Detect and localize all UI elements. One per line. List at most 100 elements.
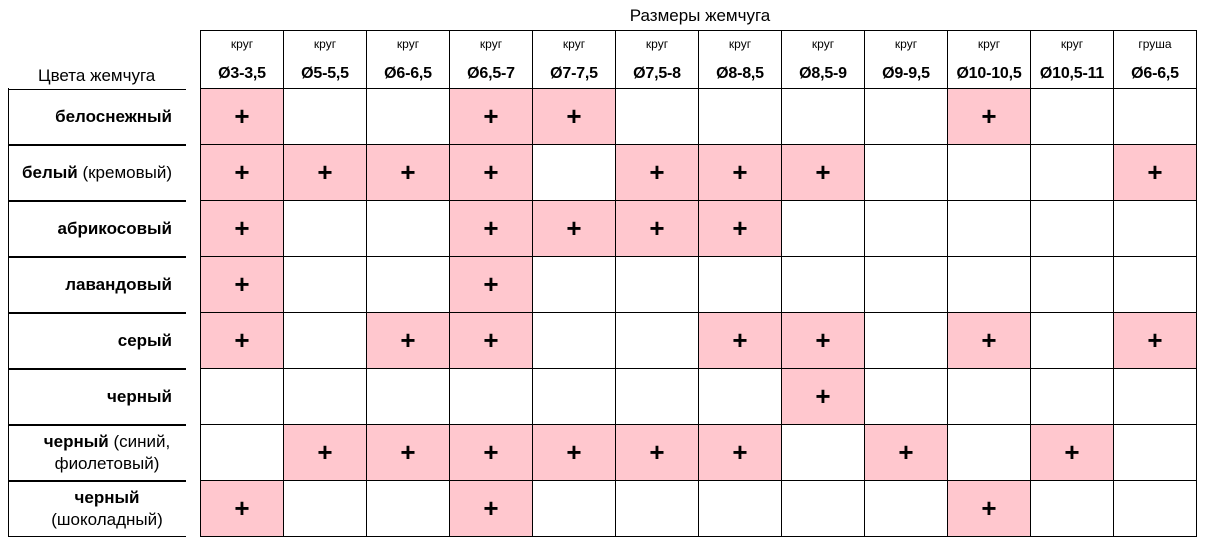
table-cell bbox=[947, 144, 1031, 201]
table-cell: + bbox=[449, 88, 533, 145]
size-column-header: круг Ø7,5-8 bbox=[615, 30, 699, 89]
row-color-note: (кремовый) bbox=[77, 162, 172, 182]
plus-mark: + bbox=[566, 213, 582, 243]
table-cell bbox=[864, 256, 948, 313]
table-cell bbox=[1113, 200, 1197, 257]
table-cell bbox=[1030, 256, 1114, 313]
column-shape: круг bbox=[894, 37, 918, 51]
table-cell bbox=[1113, 480, 1197, 537]
plus-mark: + bbox=[649, 157, 665, 187]
table-cell: + bbox=[781, 368, 865, 425]
table-cell bbox=[1030, 88, 1114, 145]
table-cell bbox=[781, 88, 865, 145]
size-column-header: круг Ø7-7,5 bbox=[532, 30, 616, 89]
row-color-name: черный bbox=[43, 431, 109, 451]
table-cell: + bbox=[698, 144, 782, 201]
row-color-note: (шоколадный) bbox=[51, 509, 163, 529]
column-size: Ø6-6,5 bbox=[1131, 65, 1179, 82]
plus-mark: + bbox=[400, 325, 416, 355]
column-shape: круг bbox=[811, 37, 835, 51]
row-color-label: черный (шоколадный) bbox=[8, 480, 186, 537]
plus-mark: + bbox=[898, 437, 914, 467]
table-cell bbox=[532, 480, 616, 537]
size-column-header: круг Ø10-10,5 bbox=[947, 30, 1031, 89]
table-cell bbox=[947, 424, 1031, 481]
row-color-label: абрикосовый bbox=[8, 200, 186, 257]
plus-mark: + bbox=[234, 269, 250, 299]
table-cell: + bbox=[449, 312, 533, 369]
plus-mark: + bbox=[649, 437, 665, 467]
table-cell: + bbox=[200, 256, 284, 313]
table-cell bbox=[864, 368, 948, 425]
plus-mark: + bbox=[234, 101, 250, 131]
column-size: Ø9-9,5 bbox=[882, 65, 930, 82]
table-cell bbox=[283, 368, 367, 425]
table-cell: + bbox=[366, 312, 450, 369]
plus-mark: + bbox=[732, 213, 748, 243]
row-color-label: белоснежный bbox=[8, 88, 186, 145]
column-shape: круг bbox=[479, 37, 503, 51]
column-size: Ø3-3,5 bbox=[218, 65, 266, 82]
column-shape: круг bbox=[313, 37, 337, 51]
size-column-header: круг Ø6,5-7 bbox=[449, 30, 533, 89]
table-cell bbox=[781, 256, 865, 313]
column-size: Ø5-5,5 bbox=[301, 65, 349, 82]
table-cell bbox=[366, 368, 450, 425]
table-cell bbox=[698, 256, 782, 313]
table-cell bbox=[1113, 424, 1197, 481]
plus-mark: + bbox=[483, 157, 499, 187]
table-cell bbox=[449, 368, 533, 425]
row-color-name: абрикосовый bbox=[57, 218, 173, 238]
table-cell bbox=[698, 88, 782, 145]
column-shape: круг bbox=[977, 37, 1001, 51]
table-cell bbox=[698, 480, 782, 537]
row-color-name: белоснежный bbox=[55, 106, 172, 126]
row-color-note: (синий, фиолетовый) bbox=[54, 431, 171, 473]
table-cell: + bbox=[449, 424, 533, 481]
table-cell: + bbox=[947, 480, 1031, 537]
row-color-label: черный bbox=[8, 368, 186, 425]
table-row: + + + + bbox=[200, 88, 1197, 145]
plus-mark: + bbox=[981, 493, 997, 523]
column-shape: круг bbox=[728, 37, 752, 51]
table-cell bbox=[864, 480, 948, 537]
table-cell: + bbox=[615, 144, 699, 201]
table-cell bbox=[532, 256, 616, 313]
table-cell bbox=[615, 256, 699, 313]
table-cell bbox=[532, 312, 616, 369]
table-cell: + bbox=[200, 312, 284, 369]
table-cell: + bbox=[200, 144, 284, 201]
column-size: Ø8,5-9 bbox=[799, 65, 847, 82]
plus-mark: + bbox=[732, 437, 748, 467]
table-cell bbox=[615, 368, 699, 425]
table-cell bbox=[283, 200, 367, 257]
table-cell bbox=[947, 256, 1031, 313]
table-cell bbox=[366, 256, 450, 313]
size-column-header: круг Ø10,5-11 bbox=[1030, 30, 1114, 89]
plus-mark: + bbox=[317, 157, 333, 187]
table-cell: + bbox=[1113, 312, 1197, 369]
column-size: Ø6,5-7 bbox=[467, 65, 515, 82]
table-cell bbox=[615, 480, 699, 537]
table-cell: + bbox=[449, 480, 533, 537]
row-color-name: лавандовый bbox=[65, 274, 172, 294]
row-color-label: серый bbox=[8, 312, 186, 369]
table-row: + + + + + + + + bbox=[200, 144, 1197, 201]
column-size: Ø7,5-8 bbox=[633, 65, 681, 82]
column-shape: круг bbox=[1060, 37, 1084, 51]
plus-mark: + bbox=[981, 325, 997, 355]
size-column-header: круг Ø5-5,5 bbox=[283, 30, 367, 89]
plus-mark: + bbox=[1147, 325, 1163, 355]
plus-mark: + bbox=[317, 437, 333, 467]
table-cell bbox=[864, 144, 948, 201]
row-color-name: черный bbox=[74, 487, 140, 507]
row-color-label: белый (кремовый) bbox=[8, 144, 186, 201]
row-color-name: белый bbox=[21, 162, 78, 182]
plus-mark: + bbox=[483, 269, 499, 299]
table-cell bbox=[698, 368, 782, 425]
table-cell: + bbox=[1113, 144, 1197, 201]
plus-mark: + bbox=[815, 325, 831, 355]
column-size: Ø10-10,5 bbox=[956, 65, 1022, 82]
table-cell bbox=[781, 424, 865, 481]
size-column-header: круг Ø6-6,5 bbox=[366, 30, 450, 89]
